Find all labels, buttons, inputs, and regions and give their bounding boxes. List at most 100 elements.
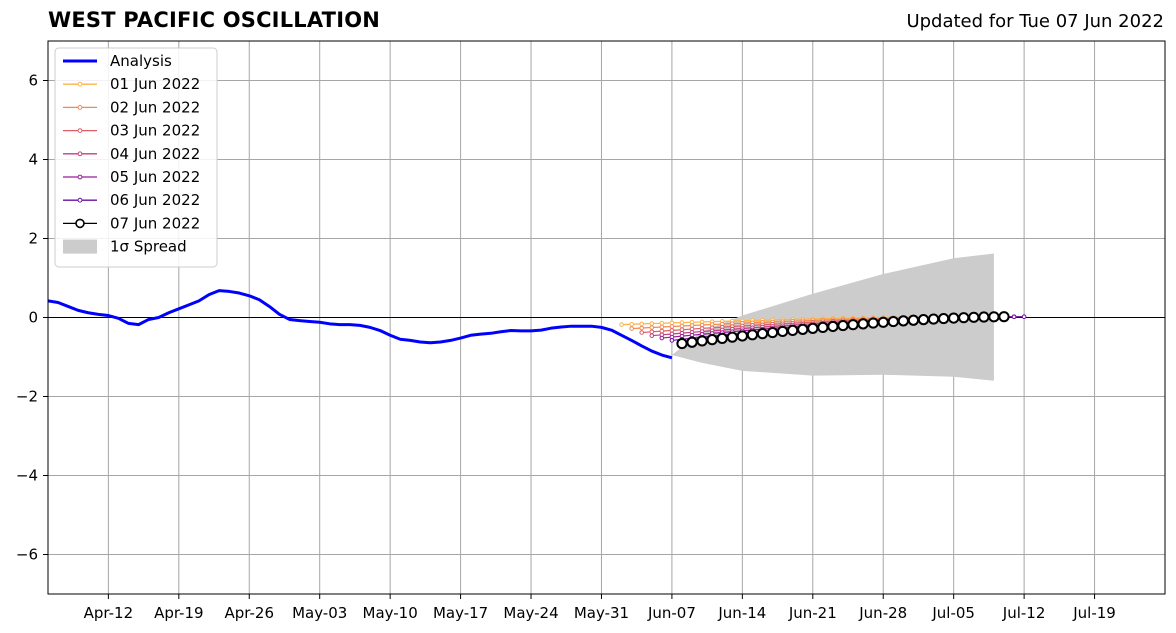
chart-title: WEST PACIFIC OSCILLATION <box>48 8 381 32</box>
legend-entry: 05 Jun 2022 <box>63 168 200 186</box>
x-tick-label: Jul-05 <box>931 604 975 622</box>
forecast-point <box>857 318 869 330</box>
forecast-point <box>988 311 1000 323</box>
forecast-point <box>649 325 655 330</box>
forecast-point <box>669 338 675 343</box>
forecast-07-jun-2022 <box>676 311 1010 350</box>
x-tick-label: May-24 <box>503 604 558 622</box>
legend-box <box>54 47 218 268</box>
forecast-point <box>807 322 819 334</box>
legend-entry: 01 Jun 2022 <box>63 75 200 93</box>
forecast-point <box>998 311 1010 323</box>
forecast-point <box>639 330 645 335</box>
forecast-point <box>696 335 708 347</box>
x-tick-label: Jun-21 <box>788 604 837 622</box>
x-tick-label: Jul-19 <box>1072 604 1116 622</box>
forecast-point <box>877 316 889 328</box>
x-tick-label: Jul-12 <box>1002 604 1046 622</box>
forecast-point <box>766 326 779 339</box>
forecast-point <box>907 314 920 326</box>
forecast-point <box>669 320 675 326</box>
legend-label: 06 Jun 2022 <box>110 191 200 209</box>
forecast-point <box>726 331 738 343</box>
forecast-point <box>659 324 665 330</box>
y-tick-label: −2 <box>16 388 38 406</box>
forecast-point <box>746 329 759 341</box>
x-tick-label: May-03 <box>292 604 347 622</box>
legend-entry: 06 Jun 2022 <box>63 191 200 209</box>
x-tick-label: Jun-28 <box>858 604 907 622</box>
legend-label: 07 Jun 2022 <box>110 214 200 232</box>
forecast-point <box>736 330 748 342</box>
legend-entry: 07 Jun 2022 <box>63 214 200 232</box>
analysis-series <box>48 289 673 360</box>
legend-marker <box>77 197 83 203</box>
legend-marker <box>77 81 83 87</box>
legend-entry: 1σ Spread <box>63 238 187 256</box>
analysis-line <box>48 289 673 360</box>
forecast-point <box>787 324 799 337</box>
forecast-point <box>659 335 665 341</box>
forecast-point <box>948 312 960 324</box>
legend-marker <box>77 105 83 110</box>
x-tick-label: May-31 <box>574 604 629 622</box>
legend-marker <box>75 218 85 229</box>
legend-label: 02 Jun 2022 <box>110 98 200 116</box>
forecast-point <box>639 325 645 331</box>
forecast-point <box>968 311 980 323</box>
forecast-point <box>659 320 665 326</box>
forecast-point <box>927 313 940 325</box>
forecast-point <box>619 322 624 327</box>
forecast-point <box>797 323 809 335</box>
forecast-point <box>1021 314 1027 320</box>
forecast-point <box>978 311 990 323</box>
forecast-point <box>639 321 645 327</box>
forecast-point <box>827 320 839 333</box>
legend-marker <box>77 174 83 180</box>
forecast-point <box>649 321 655 326</box>
x-tick-label: May-10 <box>363 604 418 622</box>
forecast-point <box>897 315 909 327</box>
forecast-point <box>867 317 879 329</box>
y-tick-label: −6 <box>16 546 38 564</box>
y-tick-label: 6 <box>28 72 38 90</box>
legend-label: Analysis <box>110 52 172 70</box>
forecast-point <box>917 314 930 326</box>
legend-entry: 03 Jun 2022 <box>63 122 200 140</box>
forecast-point <box>686 336 698 348</box>
forecast-point <box>817 321 829 334</box>
forecast-point <box>887 315 899 328</box>
legend-label: 05 Jun 2022 <box>110 168 200 186</box>
y-tick-label: −4 <box>16 467 38 485</box>
x-tick-label: May-17 <box>433 604 488 622</box>
forecast-point <box>847 319 859 331</box>
forecast-point <box>756 328 769 340</box>
forecast-point <box>706 334 718 346</box>
forecast-point <box>669 328 675 333</box>
legend-label: 04 Jun 2022 <box>110 145 200 163</box>
forecast-point <box>649 329 655 335</box>
legend-marker <box>77 151 83 157</box>
forecast-point <box>659 328 665 334</box>
y-tick-label: 0 <box>28 309 38 327</box>
x-tick-label: Apr-12 <box>84 604 134 622</box>
y-tick-label: 4 <box>28 151 38 169</box>
forecast-point <box>629 321 634 327</box>
forecast-point <box>716 332 728 345</box>
forecast-point <box>958 312 970 324</box>
forecast-point <box>689 323 695 328</box>
forecast-point <box>1011 314 1017 320</box>
legend-label: 1σ Spread <box>110 238 187 256</box>
legend-label: 03 Jun 2022 <box>110 122 200 140</box>
forecast-series <box>619 311 1027 350</box>
legend-swatch <box>63 239 97 254</box>
x-tick-label: Jun-14 <box>717 604 766 622</box>
forecast-point <box>669 324 675 329</box>
legend-label: 01 Jun 2022 <box>110 75 200 93</box>
forecast-point <box>837 319 849 332</box>
legend-marker <box>77 128 83 134</box>
y-tick-label: 2 <box>28 230 38 248</box>
forecast-point <box>938 312 950 325</box>
legend: Analysis 01 Jun 2022 02 Jun 2022 03 Jun 202… <box>54 47 218 268</box>
